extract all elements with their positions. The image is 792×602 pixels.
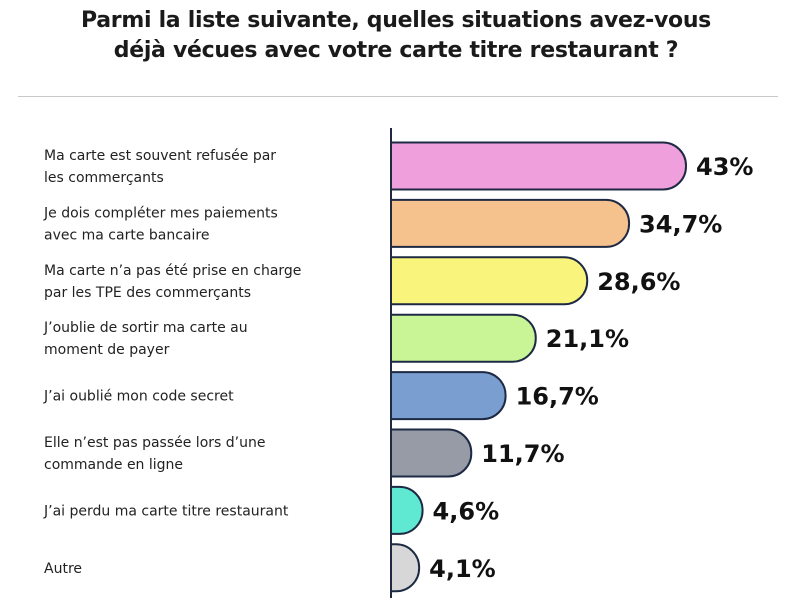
category-label-1: Ma carte est souvent refusée par les comm…: [44, 148, 276, 186]
bars-group: [390, 141, 687, 593]
value-label-5: 16,7%: [516, 383, 599, 411]
category-label-line: J’ai oublié mon code secret: [43, 389, 234, 405]
bar-2: [390, 198, 631, 248]
category-label-line: J’ai perdu ma carte titre restaurant: [43, 503, 289, 519]
category-label-line: par les TPE des commerçants: [44, 285, 251, 301]
category-label-line: Ma carte n’a pas été prise en charge: [44, 263, 301, 279]
category-label-line: Ma carte est souvent refusée par: [44, 148, 276, 164]
bar-4: [390, 313, 537, 363]
category-label-line: les commerçants: [44, 170, 164, 186]
category-label-7: J’ai perdu ma carte titre restaurant: [43, 503, 289, 519]
chart-title-line-2: déjà vécues avec votre carte titre resta…: [113, 38, 679, 63]
bar-3: [390, 256, 589, 306]
category-label-line: Autre: [44, 561, 82, 577]
category-label-line: moment de payer: [44, 342, 170, 358]
value-label-1: 43%: [696, 153, 753, 181]
value-label-8: 4,1%: [429, 555, 496, 583]
bar-7: [390, 485, 424, 535]
category-labels-group: Ma carte est souvent refusée par les comm…: [43, 148, 301, 577]
category-label-6: Elle n’est pas passée lors d’une commande…: [44, 435, 265, 473]
bar-1: [390, 141, 687, 191]
value-labels-group: 43% 34,7% 28,6% 21,1% 16,7% 11,7% 4,6% 4,1%: [429, 153, 753, 583]
value-label-2: 34,7%: [639, 210, 722, 238]
bar-5: [390, 371, 507, 421]
category-label-8: Autre: [44, 561, 82, 577]
category-label-line: avec ma carte bancaire: [44, 227, 209, 243]
bar-6: [390, 428, 473, 478]
category-label-2: Je dois compléter mes paiements avec ma c…: [43, 205, 278, 243]
value-label-6: 11,7%: [481, 440, 564, 468]
category-label-5: J’ai oublié mon code secret: [43, 389, 234, 405]
category-label-line: Je dois compléter mes paiements: [43, 205, 278, 221]
value-label-4: 21,1%: [546, 325, 629, 353]
title-divider: [18, 96, 778, 97]
category-label-4: J’oublie de sortir ma carte au moment de …: [43, 320, 248, 358]
chart-title-line-1: Parmi la liste suivante, quelles situati…: [81, 8, 711, 33]
category-label-line: J’oublie de sortir ma carte au: [43, 320, 248, 336]
value-label-3: 28,6%: [597, 268, 680, 296]
category-label-3: Ma carte n’a pas été prise en charge par …: [44, 263, 301, 301]
chart-title: Parmi la liste suivante, quelles situati…: [0, 6, 792, 66]
category-label-line: commande en ligne: [44, 457, 183, 473]
value-label-7: 4,6%: [433, 497, 500, 525]
category-label-line: Elle n’est pas passée lors d’une: [44, 435, 265, 451]
bar-8: [390, 543, 421, 593]
